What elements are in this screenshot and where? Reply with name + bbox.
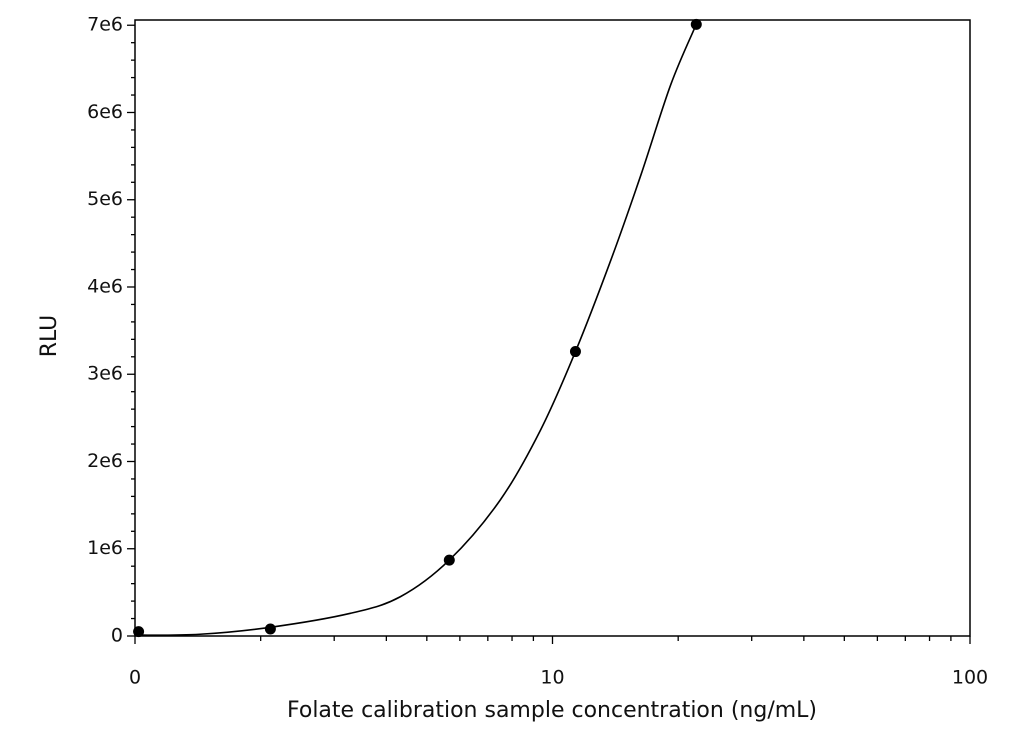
x-tick-label: 0 [129, 667, 141, 689]
y-tick-label: 0 [111, 625, 123, 647]
data-point [569, 346, 581, 358]
data-point [264, 623, 276, 635]
x-tick-label: 100 [952, 667, 988, 689]
y-tick-label: 6e6 [87, 101, 123, 123]
y-tick-label: 4e6 [87, 275, 123, 297]
plot-frame [134, 19, 971, 637]
y-tick-label: 1e6 [87, 537, 123, 559]
data-point [443, 554, 455, 566]
y-axis-label: RLU [37, 315, 62, 358]
fit-curve [134, 24, 698, 636]
y-tick-label: 3e6 [87, 363, 123, 385]
x-axis-label: Folate calibration sample concentration … [287, 698, 817, 723]
data-point [133, 626, 145, 638]
data-point [690, 18, 702, 30]
y-tick-label: 5e6 [87, 188, 123, 210]
y-tick-label: 7e6 [87, 14, 123, 36]
x-tick-label: 10 [540, 667, 564, 689]
y-tick-label: 2e6 [87, 450, 123, 472]
